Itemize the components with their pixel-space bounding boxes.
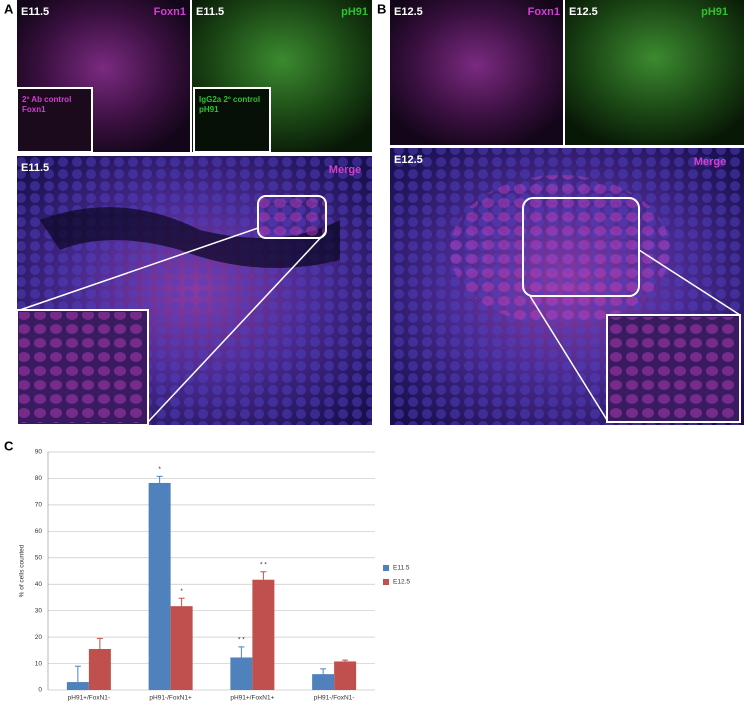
y-tick-label: 20 bbox=[35, 634, 43, 641]
significance-mark: * * bbox=[260, 562, 267, 569]
stain-label: Merge bbox=[329, 164, 361, 176]
panel-label: C bbox=[4, 438, 14, 453]
zoom-line bbox=[529, 295, 608, 421]
x-tick-label: pH91-/FoxN1+ bbox=[149, 695, 192, 702]
bar bbox=[230, 657, 253, 690]
y-tick-label: 70 bbox=[35, 502, 43, 509]
y-axis-label: % of cells counted bbox=[19, 544, 26, 597]
panel-label: B bbox=[377, 1, 386, 16]
stain-label: pH91 bbox=[341, 6, 368, 18]
stage-label: E12.5 bbox=[569, 6, 598, 18]
legend-swatch bbox=[383, 579, 389, 585]
inset-label: pH91 bbox=[199, 105, 219, 114]
control-inset bbox=[193, 87, 271, 153]
stage-label: E11.5 bbox=[21, 6, 49, 18]
zoom-box bbox=[522, 197, 640, 297]
panel-label: A bbox=[4, 1, 14, 16]
bar bbox=[312, 674, 335, 690]
x-tick-label: pH91-/FoxN1- bbox=[314, 695, 355, 702]
foxn1-image bbox=[390, 0, 563, 145]
stage-label: E12.5 bbox=[394, 154, 423, 166]
stain-label: pH91 bbox=[701, 6, 728, 18]
y-tick-label: 90 bbox=[35, 449, 43, 456]
stain-label: Merge bbox=[694, 156, 726, 168]
zoom-line bbox=[19, 227, 259, 311]
bar-chart: 0 10 20 30 40 50 60 70 80 90 % of cells counted pH9… bbox=[19, 449, 411, 702]
bar bbox=[88, 649, 111, 690]
lumen bbox=[40, 207, 340, 268]
zoom-texture bbox=[19, 312, 146, 423]
bar bbox=[170, 606, 193, 690]
bar bbox=[66, 682, 89, 690]
x-tick-label: pH91+/FoxN1+ bbox=[230, 695, 274, 702]
y-tick-label: 10 bbox=[35, 660, 43, 667]
zoom-line bbox=[638, 249, 741, 316]
significance-mark: * bbox=[180, 588, 183, 595]
significance-mark: * * bbox=[238, 637, 245, 644]
legend-label: E11.5 bbox=[393, 565, 410, 572]
significance-mark: * bbox=[158, 466, 161, 473]
stage-label: E11.5 bbox=[196, 6, 224, 18]
inset-label: IgG2a 2º control bbox=[199, 95, 260, 104]
ph91-image bbox=[565, 0, 744, 145]
zoom-line bbox=[147, 231, 327, 423]
legend-swatch bbox=[383, 565, 389, 571]
y-tick-label: 40 bbox=[35, 581, 43, 588]
inset-label: 2º Ab control bbox=[22, 95, 71, 104]
stage-label: E11.5 bbox=[21, 162, 49, 174]
zoom-texture bbox=[609, 317, 738, 420]
stage-label: E12.5 bbox=[394, 6, 423, 18]
bar bbox=[252, 579, 275, 690]
control-inset bbox=[16, 87, 93, 153]
legend-label: E12.5 bbox=[393, 579, 410, 586]
stain-label: Foxn1 bbox=[154, 6, 186, 18]
bar bbox=[148, 482, 171, 690]
y-tick-label: 50 bbox=[35, 554, 43, 561]
y-tick-label: 0 bbox=[38, 687, 42, 694]
bar bbox=[334, 661, 357, 690]
x-tick-label: pH91+/FoxN1- bbox=[68, 695, 110, 702]
stain-label: Foxn1 bbox=[528, 6, 560, 18]
inset-label: Foxn1 bbox=[22, 105, 46, 114]
y-tick-label: 60 bbox=[35, 528, 43, 535]
zoom-box bbox=[257, 195, 327, 239]
y-tick-label: 30 bbox=[35, 607, 43, 614]
thymus-region bbox=[450, 175, 670, 325]
y-tick-label: 80 bbox=[35, 475, 43, 482]
